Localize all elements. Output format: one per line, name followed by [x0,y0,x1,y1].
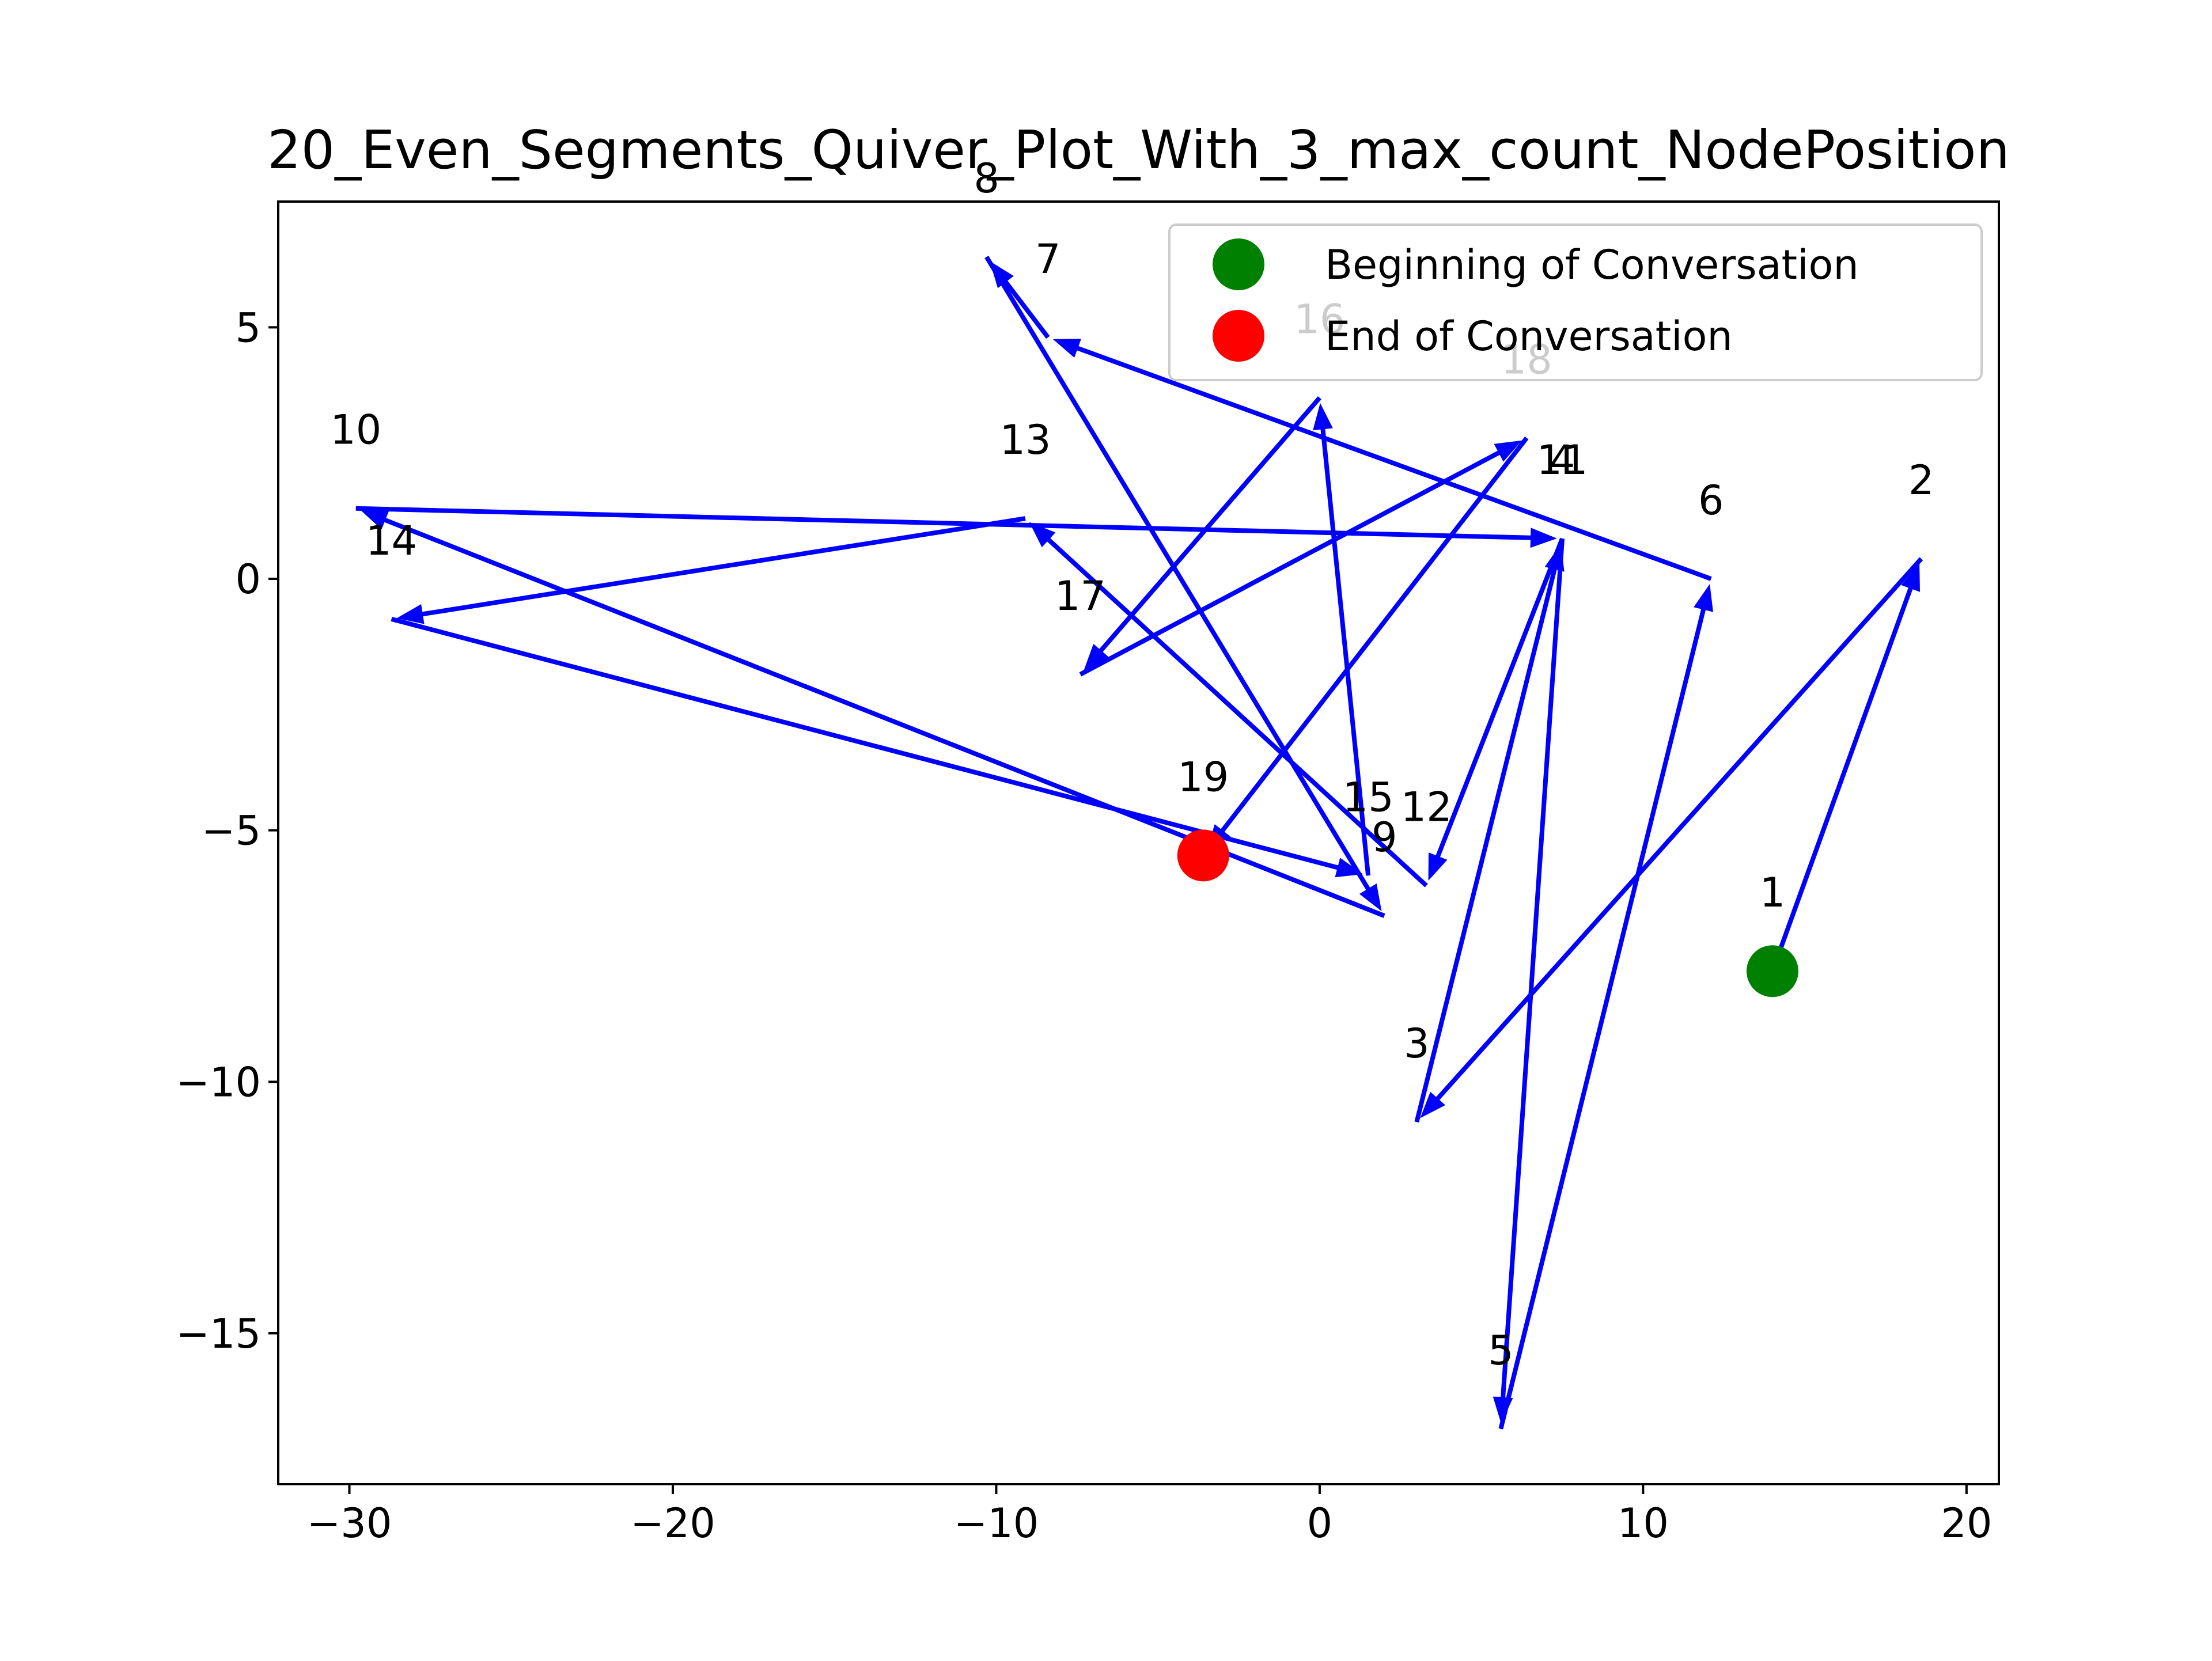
arrow-shaft [1096,396,1321,655]
arrow-shaft [1770,583,1914,972]
point-label: 10 [330,407,381,454]
point-label: 13 [999,416,1051,464]
legend-marker [1213,238,1264,290]
arrow-head [1313,403,1333,431]
arrow-shaft [1073,344,1712,581]
point-label: 14 [366,517,417,564]
point-label: 8 [974,155,999,202]
axes-frame [277,200,2000,1485]
arrow-head [1901,563,1921,592]
end-marker [1177,829,1229,882]
arrow-head [1420,1091,1446,1118]
arrow-shaft [355,506,1535,540]
arrow-shaft [1079,449,1503,677]
legend-marker [1213,310,1264,362]
legend-label: Beginning of Conversation [1325,241,1859,289]
start-marker [1746,945,1798,998]
point-label: 19 [1177,753,1229,801]
arrow-head [1052,339,1081,358]
x-tick-label: 10 [1618,1500,1669,1547]
legend: Beginning of Conversation End of Conversa… [1168,223,1983,381]
arrow-shaft [984,255,1372,894]
point-label: 9 [1372,814,1397,861]
arrow-head [1359,883,1382,912]
legend-label: End of Conversation [1325,313,1733,360]
arrow-shaft [418,516,1026,617]
arrow-shaft [1433,557,1923,1103]
point-label: 1 [1760,869,1786,916]
plot-area: −30 −20 −10 0 10 2050−5−10−151234567891011121… [176,155,2000,1547]
point-label: 12 [1401,784,1452,831]
arrow-head [1530,528,1557,548]
arrow-shaft [1498,605,1707,1429]
point-label: 5 [1488,1327,1514,1374]
point-label: 17 [1055,572,1106,620]
arrow-shaft [1414,564,1558,1123]
x-tick-label: −20 [630,1500,715,1547]
x-tick-label: 0 [1307,1500,1333,1547]
point-label: 2 [1908,457,1934,504]
x-tick-label: −30 [307,1500,392,1547]
point-label: 3 [1404,1020,1430,1067]
arrow-head [1428,852,1448,881]
point-label: 11 [1536,437,1588,484]
y-tick-label: −15 [176,1310,261,1357]
arrow-head [1494,440,1522,462]
point-label: 6 [1698,477,1724,524]
arrow-head [1694,583,1714,612]
arrow-head [396,604,425,624]
arrow-shaft [1001,277,1050,339]
y-tick-label: −5 [202,807,261,855]
point-label: 4 [1550,437,1575,484]
x-tick-label: −10 [954,1500,1039,1547]
arrow-group [355,255,1923,1429]
arrow-head [1029,522,1056,548]
arrow-shaft [1218,437,1529,835]
arrow-shaft [1500,538,1565,1402]
y-tick-label: −10 [176,1059,261,1106]
arrow-shaft [1320,424,1371,876]
y-tick-label: 0 [235,556,261,603]
legend-box [1168,223,1983,381]
point-label: 7 [1035,236,1061,283]
chart-title: 20_Even_Segments_Quiver_Plot_With_3_max_… [267,119,2010,181]
arrow-head [1335,858,1363,878]
point-label: 15 [1343,773,1394,821]
y-tick-label: 5 [235,304,261,351]
arrow-head [1084,643,1109,670]
arrow-shaft [391,616,1342,871]
arrow-shaft [1434,537,1565,861]
x-tick-label: 20 [1941,1500,1992,1547]
